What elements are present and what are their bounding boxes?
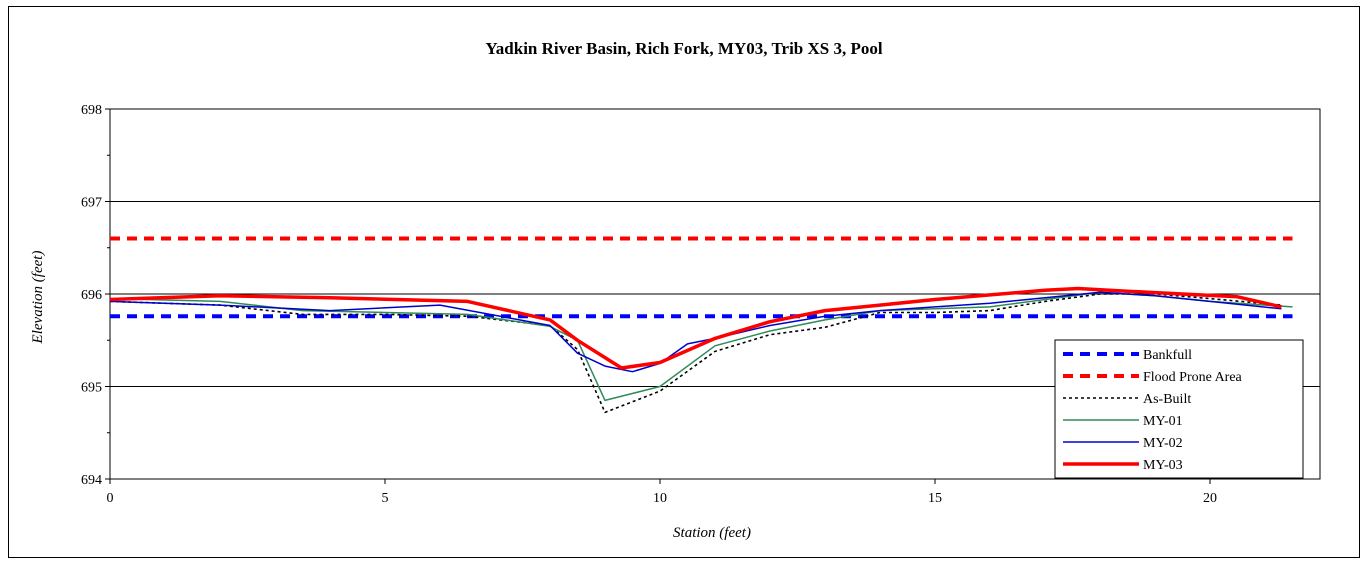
legend-label-my-01: MY-01	[1143, 414, 1183, 429]
legend: Bankfull Flood Prone Area As-Built MY-01 MY-…	[1055, 340, 1303, 478]
chart-title: Yadkin River Basin, Rich Fork, MY03, Tri…	[485, 39, 882, 58]
y-tick-label: 696	[81, 288, 102, 303]
x-tick-label: 5	[382, 491, 389, 506]
legend-label-bankfull: Bankfull	[1143, 348, 1192, 363]
y-tick-label: 695	[81, 381, 102, 396]
x-tick-label: 10	[653, 491, 667, 506]
legend-label-as-built: As-Built	[1143, 392, 1191, 407]
x-axis-label: Station (feet)	[673, 525, 751, 541]
y-axis-label: Elevation (feet)	[30, 251, 46, 345]
legend-label-flood-prone-area: Flood Prone Area	[1143, 370, 1243, 385]
x-tick-label: 15	[928, 491, 942, 506]
y-tick-label: 697	[81, 196, 102, 211]
y-tick-label: 698	[81, 103, 102, 118]
x-tick-label: 0	[107, 491, 114, 506]
legend-label-my-03: MY-03	[1143, 458, 1183, 473]
x-tick-label: 20	[1203, 491, 1217, 506]
y-tick-label: 694	[81, 473, 102, 488]
legend-label-my-02: MY-02	[1143, 436, 1183, 451]
